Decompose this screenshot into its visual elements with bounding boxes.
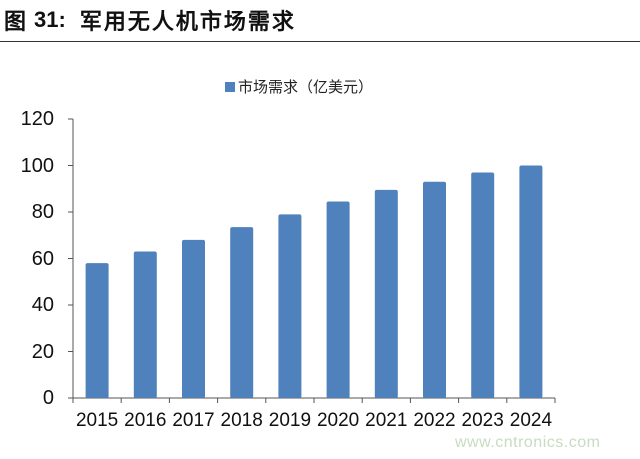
x-tick-label: 2022 xyxy=(413,410,456,431)
figure-prefix: 图 xyxy=(4,9,29,35)
x-tick-label: 2021 xyxy=(365,410,408,431)
x-tick-label: 2024 xyxy=(509,410,553,431)
figure-name: 军用无人机市场需求 xyxy=(79,9,296,35)
watermark: www.cntronics.com xyxy=(455,434,601,451)
chart-legend: 市场需求（亿美元） xyxy=(225,76,373,97)
bar-2016 xyxy=(133,251,157,398)
bar-2019 xyxy=(278,214,302,398)
bar-2018 xyxy=(230,227,254,398)
title-divider xyxy=(0,41,640,42)
bar-2024 xyxy=(519,165,543,398)
x-tick-label: 2016 xyxy=(124,410,167,431)
x-tick-label: 2015 xyxy=(75,410,119,431)
y-tick-label: 80 xyxy=(31,201,54,223)
legend-swatch-icon xyxy=(225,81,235,92)
legend-label: 市场需求（亿美元） xyxy=(238,78,374,96)
bar-2020 xyxy=(326,201,350,398)
y-tick-label: 60 xyxy=(31,247,54,270)
bar-2015 xyxy=(85,263,109,398)
bar-2023 xyxy=(471,172,495,398)
x-tick-label: 2023 xyxy=(461,410,504,431)
figure-title: 图 31: 军用无人机市场需求 xyxy=(4,4,296,36)
x-tick-label: 2019 xyxy=(268,410,312,431)
x-tick-label: 2017 xyxy=(172,410,215,431)
bar-2021 xyxy=(374,189,398,398)
y-tick-label: 40 xyxy=(31,294,54,316)
bar-2022 xyxy=(423,181,446,398)
x-tick-label: 2018 xyxy=(220,410,263,431)
y-tick-label: 120 xyxy=(20,108,54,130)
figure-number: 31: xyxy=(34,7,66,32)
bar-2017 xyxy=(182,239,205,398)
x-tick-label: 2020 xyxy=(316,410,360,431)
y-tick-label: 20 xyxy=(31,340,54,363)
y-tick-label: 0 xyxy=(42,387,54,409)
y-tick-label: 100 xyxy=(20,154,54,177)
